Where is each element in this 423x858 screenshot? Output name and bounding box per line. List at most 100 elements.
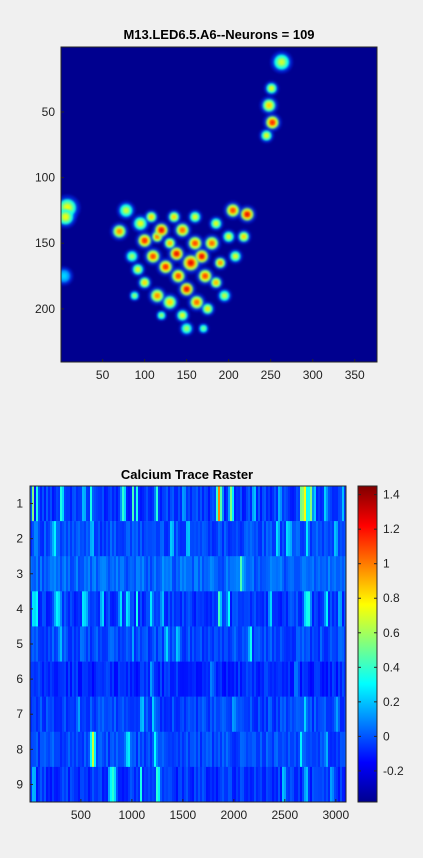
neuron-blob	[163, 264, 168, 269]
raster-cell	[264, 521, 267, 557]
raster-cell	[226, 521, 229, 557]
raster-cell	[126, 521, 129, 557]
raster-cell	[118, 626, 121, 662]
raster-cell	[268, 591, 271, 627]
raster-cell	[50, 766, 53, 803]
raster-cell	[240, 696, 243, 733]
raster-cell	[38, 696, 41, 733]
raster-cell	[50, 626, 53, 662]
raster-cell	[98, 731, 101, 768]
raster-cell	[322, 626, 325, 662]
raster-cell	[230, 766, 233, 803]
raster-cell	[286, 521, 289, 557]
raster-cell	[176, 556, 179, 592]
raster-cell	[188, 591, 191, 627]
neuron-blob	[233, 254, 237, 258]
raster-cell	[112, 766, 115, 803]
raster-cell	[344, 661, 347, 697]
raster-cell	[202, 521, 205, 557]
raster-cell	[66, 766, 69, 803]
raster-cell	[76, 661, 79, 697]
raster-cell	[260, 556, 263, 592]
raster-cell	[98, 661, 101, 697]
raster-cell	[264, 591, 267, 627]
raster-cell	[38, 766, 41, 803]
raster-cell	[42, 486, 45, 522]
raster-cell	[178, 661, 181, 697]
raster-cell	[250, 521, 253, 557]
raster-cell	[322, 521, 325, 557]
raster-cell	[266, 626, 269, 662]
raster-cell	[172, 661, 175, 697]
raster-cell	[236, 661, 239, 697]
raster-cell	[336, 626, 339, 662]
raster-cell	[46, 661, 49, 697]
raster-cell	[262, 626, 265, 662]
raster-cell	[92, 731, 95, 768]
raster-cell	[116, 661, 119, 697]
raster-cell	[304, 521, 307, 557]
raster-x-tick-label: 1500	[169, 808, 196, 822]
raster-cell	[52, 591, 55, 627]
raster-cell	[104, 766, 107, 803]
raster-cell	[286, 661, 289, 697]
raster-cell	[144, 486, 147, 522]
raster-cell	[50, 661, 53, 697]
raster-cell	[76, 766, 79, 803]
raster-cell	[150, 556, 153, 592]
raster-cell	[74, 556, 77, 592]
raster-cell	[46, 766, 49, 803]
raster-cell	[230, 626, 233, 662]
colorbar-tick-label: 0	[383, 729, 390, 743]
raster-cell	[316, 591, 319, 627]
raster-cell	[252, 626, 255, 662]
raster-cell	[234, 626, 237, 662]
raster-cell	[64, 591, 67, 627]
raster-cell	[130, 486, 133, 522]
raster-cell	[76, 696, 79, 733]
raster-cell	[178, 696, 181, 733]
raster-cell	[122, 591, 125, 627]
raster-cell	[268, 696, 271, 733]
raster-cell	[60, 486, 63, 522]
raster-cell	[108, 556, 111, 592]
raster-cell	[80, 556, 83, 592]
raster-cell	[154, 486, 157, 522]
raster-cell	[222, 556, 225, 592]
raster-cell	[190, 626, 193, 662]
raster-cell	[188, 766, 191, 803]
raster-cell	[330, 486, 333, 522]
raster-cell	[250, 731, 253, 768]
raster-cell	[134, 591, 137, 627]
raster-cell	[252, 591, 255, 627]
raster-cell	[322, 556, 325, 592]
raster-cell	[232, 661, 235, 697]
raster-cell	[196, 766, 199, 803]
raster-cell	[90, 521, 93, 557]
map-y-tick-label: 150	[35, 236, 55, 250]
raster-cell	[144, 556, 147, 592]
raster-cell	[256, 486, 259, 522]
raster-cell	[136, 696, 139, 733]
raster-cell	[68, 591, 71, 627]
raster-cell	[274, 591, 277, 627]
raster-cell	[36, 521, 39, 557]
raster-cell	[306, 626, 309, 662]
raster-cell	[292, 626, 295, 662]
raster-cell	[100, 766, 103, 803]
raster-cell	[56, 731, 59, 768]
raster-cell	[170, 766, 173, 803]
raster-cell	[240, 766, 243, 803]
raster-cell	[316, 661, 319, 697]
raster-cell	[196, 521, 199, 557]
raster-cell	[86, 521, 89, 557]
raster-cell	[58, 486, 61, 522]
raster-cell	[100, 521, 103, 557]
raster-cell	[208, 766, 211, 803]
raster-cell	[292, 696, 295, 733]
raster-cell	[342, 486, 345, 522]
raster-cell	[194, 521, 197, 557]
raster-cell	[274, 486, 277, 522]
raster-cell	[114, 521, 117, 557]
